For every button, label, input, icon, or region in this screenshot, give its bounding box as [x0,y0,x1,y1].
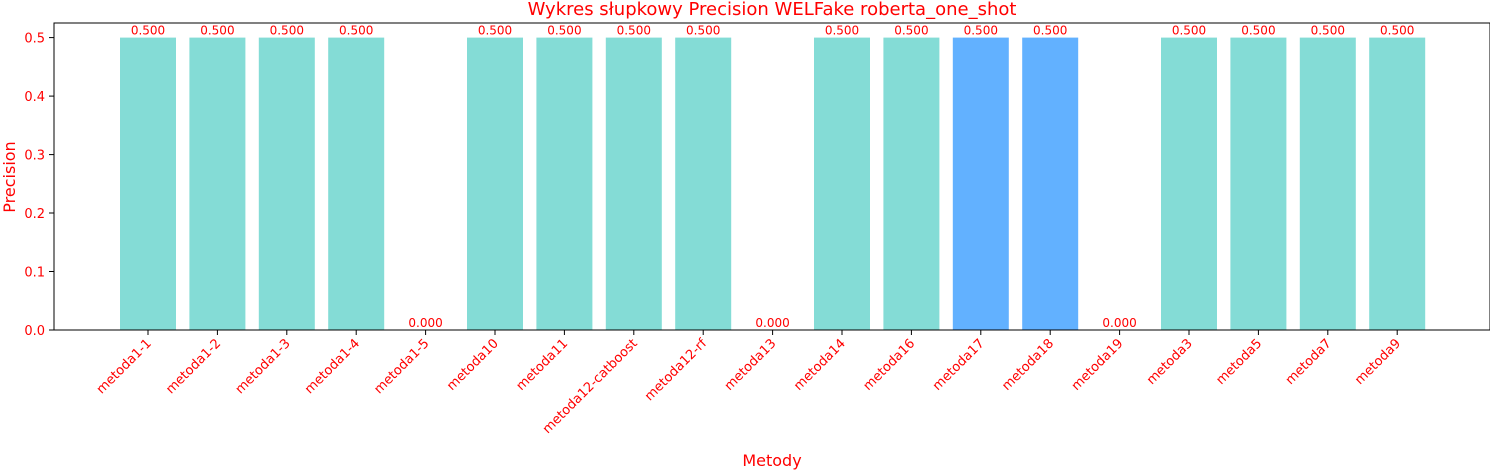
x-tick-label-metoda7: metoda7 [1283,336,1335,388]
x-tick-label-metoda1-3: metoda1-3 [233,336,294,397]
x-tick-label-metoda1-2: metoda1-2 [163,336,224,397]
data-label-metoda1-3: 0.500 [270,24,304,38]
data-label-metoda3: 0.500 [1172,24,1206,38]
plot-frame [53,22,1490,331]
x-tick-label-metoda1-1: metoda1-1 [94,336,155,397]
data-label-metoda5: 0.500 [1241,24,1275,38]
x-tick-label-metoda19: metoda19 [1069,336,1127,394]
data-label-metoda12-catboost: 0.500 [617,24,651,38]
chart-title: Wykres słupkowy Precision WELFake robert… [528,0,1017,20]
bar-metoda3 [1161,37,1217,330]
y-axis-ticks: 0.0 0.1 0.2 0.3 0.4 0.5 [24,32,54,339]
bar-metoda18 [1022,37,1079,330]
bars [120,37,1426,330]
data-labels: 0.500 0.500 0.500 0.500 0.000 0.500 0.500 0.500… [131,24,1415,330]
bar-metoda1-2 [189,37,246,330]
bar-metoda9 [1369,37,1426,330]
bar-metoda17 [952,37,1009,330]
y-axis-label: Precision [0,141,19,212]
x-axis-ticks: metoda1-1 metoda1-2 metoda1-3 metoda1-4 meto… [94,330,1404,437]
y-tick-label: 0.1 [24,266,45,281]
x-tick-label-metoda9: metoda9 [1352,336,1404,388]
bar-metoda16 [883,37,940,330]
y-tick-label: 0.5 [24,32,45,47]
data-label-metoda16: 0.500 [894,24,928,38]
data-label-metoda17: 0.500 [964,24,998,38]
data-label-metoda9: 0.500 [1380,24,1414,38]
y-tick-label: 0.2 [24,207,45,222]
data-label-metoda13: 0.000 [755,316,789,330]
bar-metoda14 [814,37,870,330]
x-tick-label-metoda1-4: metoda1-4 [302,336,363,397]
data-label-metoda18: 0.500 [1033,24,1067,38]
x-tick-label-metoda12-rf: metoda12-rf [642,336,710,404]
x-tick-label-metoda18: metoda18 [999,336,1057,394]
data-label-metoda10: 0.500 [478,24,512,38]
data-label-metoda1-2: 0.500 [200,24,234,38]
data-label-metoda11: 0.500 [547,24,581,38]
data-label-metoda7: 0.500 [1311,24,1345,38]
bar-metoda5 [1230,37,1287,330]
data-label-metoda19: 0.000 [1102,316,1136,330]
bar-metoda7 [1299,37,1356,330]
data-label-metoda14: 0.500 [825,24,859,38]
y-tick-label: 0.3 [24,149,45,164]
x-tick-label-metoda14: metoda14 [791,336,849,394]
bar-metoda1-1 [120,37,176,330]
bar-metoda10 [467,37,523,330]
x-axis-label: Metody [742,451,801,470]
x-tick-label-metoda13: metoda13 [722,336,780,394]
bar-metoda1-3 [258,37,315,330]
data-label-metoda12-rf: 0.500 [686,24,720,38]
data-label-metoda1-1: 0.500 [131,24,165,38]
bar-metoda11 [536,37,593,330]
x-tick-label-metoda10: metoda10 [444,336,502,394]
y-tick-label: 0.0 [24,324,45,339]
bar-metoda12-catboost [605,37,662,330]
data-label-metoda1-4: 0.500 [339,24,373,38]
bar-metoda12-rf [675,37,732,330]
x-tick-label-metoda17: metoda17 [930,336,988,394]
x-tick-label-metoda5: metoda5 [1213,336,1265,388]
x-tick-label-metoda16: metoda16 [861,336,919,394]
x-tick-label-metoda1-5: metoda1-5 [371,336,432,397]
y-tick-label: 0.4 [24,90,45,105]
x-tick-label-metoda11: metoda11 [514,336,572,394]
x-tick-label-metoda3: metoda3 [1144,336,1196,388]
data-label-metoda1-5: 0.000 [408,316,442,330]
bar-metoda1-4 [328,37,385,330]
